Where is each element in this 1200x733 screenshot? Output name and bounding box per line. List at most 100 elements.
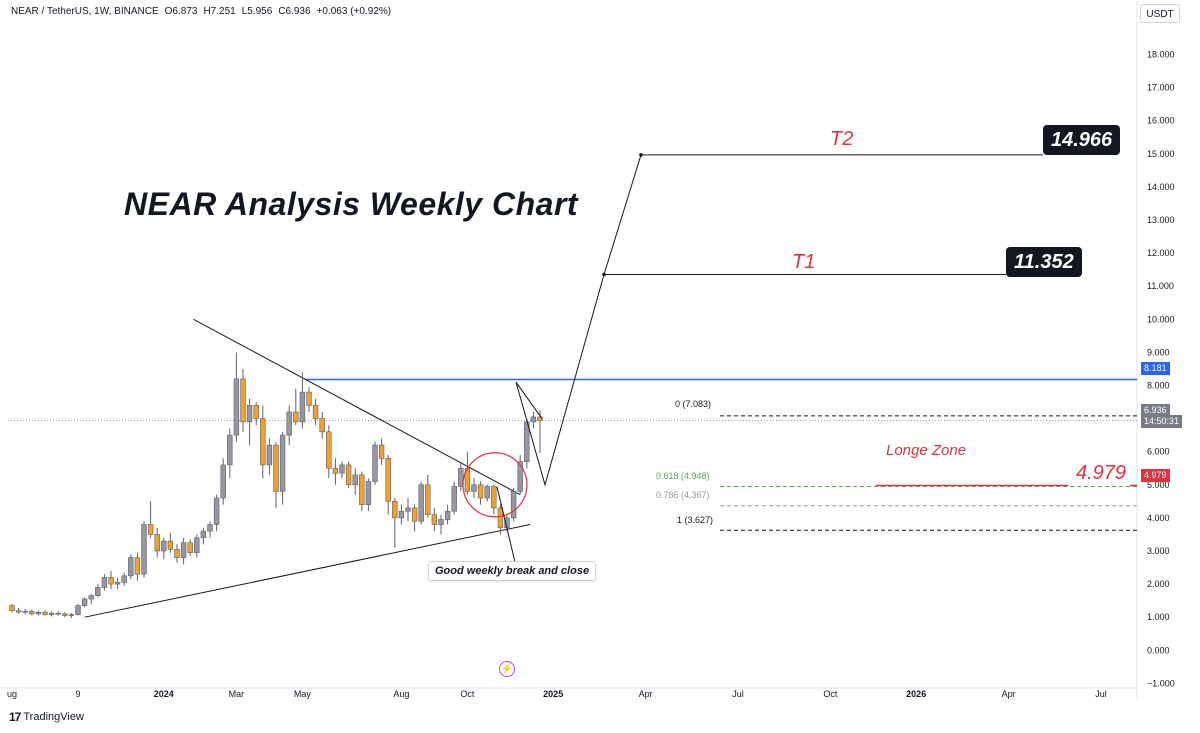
candle-body — [227, 434, 233, 466]
candle-body — [220, 464, 226, 499]
t1-label: T1 — [788, 251, 820, 273]
candle-body — [411, 507, 418, 522]
y-tick-label: −1.000 — [1147, 678, 1175, 688]
ohlc-change: +0.063 (+0.92%) — [316, 6, 392, 17]
y-tick-label: 12.000 — [1147, 248, 1175, 258]
symbol-header: NEAR / TetherUS, 1W, BINANCE O6.873 H7.251… — [11, 6, 397, 17]
candle-body — [273, 444, 279, 492]
t1-value-box: 11.352 — [1006, 247, 1082, 277]
lightning-icon[interactable]: ⚡ — [499, 661, 515, 677]
symbol-name[interactable]: NEAR / TetherUS, 1W, BINANCE — [11, 6, 159, 17]
x-tick-label: Apr — [639, 689, 653, 699]
breakout-highlight-circle — [462, 452, 528, 518]
currency-selector[interactable]: USDT — [1140, 4, 1180, 23]
t2-value-box: 14.966 — [1043, 125, 1121, 155]
y-tick-label: 2.000 — [1147, 579, 1170, 589]
longe-zone-value: 4.979 — [1074, 462, 1129, 485]
candle-body — [359, 474, 365, 505]
projection-path — [515, 154, 642, 487]
candle-body — [332, 467, 339, 474]
candle-body — [29, 610, 35, 615]
candle-body — [180, 542, 187, 558]
y-tick-label: 13.000 — [1147, 215, 1175, 225]
y-tick-label: 17.000 — [1147, 83, 1175, 93]
x-tick-label: 2024 — [154, 689, 174, 699]
x-tick-label: 2025 — [543, 689, 563, 699]
candle-body — [286, 411, 292, 436]
tradingview-logo-text: TradingView — [23, 711, 84, 723]
fib-label-0: 0 (7.083) — [675, 399, 712, 409]
x-tick-label: Aug — [393, 689, 409, 699]
candle-body — [101, 577, 108, 588]
candle-body — [345, 464, 352, 486]
candle-body — [444, 510, 451, 520]
candle-body — [174, 549, 180, 558]
candle-body — [405, 507, 411, 512]
candle-body — [147, 524, 154, 535]
note-pointer-line — [496, 486, 516, 563]
candle-body — [517, 461, 523, 492]
y-tick-label: 1.000 — [1147, 612, 1170, 622]
fib-label-1: 1 (3.627) — [677, 515, 714, 525]
candle-body — [55, 612, 61, 615]
candle-body — [114, 582, 121, 585]
candle-body — [167, 540, 174, 550]
candle-body — [372, 444, 378, 482]
y-tick-label: 0.000 — [1147, 645, 1170, 655]
candle-body — [9, 605, 15, 611]
candle-body — [378, 444, 385, 459]
y-tick-label: 10.000 — [1147, 314, 1175, 324]
candle-body — [266, 444, 273, 466]
ohlc-low: L5.956 — [241, 6, 273, 17]
candle-body — [385, 457, 391, 502]
candle-body — [425, 484, 431, 515]
candle-body — [141, 524, 147, 575]
y-tick-label: 5.000 — [1147, 480, 1170, 490]
candle-body — [260, 418, 266, 466]
candle-body — [253, 405, 259, 419]
ohlc-high: H7.251 — [203, 6, 236, 17]
candle-body — [22, 610, 28, 613]
candle-body — [95, 587, 101, 596]
candle-body — [352, 474, 358, 486]
candle-body — [451, 486, 457, 512]
y-tick-label: 18.000 — [1147, 49, 1175, 59]
ohlc-open: O6.873 — [164, 6, 198, 17]
candle-body — [398, 510, 405, 519]
candle-body — [477, 484, 484, 499]
x-tick-label: Oct — [823, 689, 838, 699]
candle-body — [194, 537, 200, 553]
candle-body — [15, 610, 22, 613]
candle-body — [326, 431, 332, 469]
y-tick-label: 6.000 — [1147, 447, 1170, 457]
countdown-tag: 14:50:31 — [1141, 415, 1183, 428]
x-tick-label: May — [294, 689, 312, 699]
candle-body — [81, 598, 88, 606]
candle-body — [240, 378, 246, 423]
candle-body — [365, 481, 372, 505]
candle-body — [42, 611, 48, 615]
ohlc-close: C6.936 — [278, 6, 311, 17]
longe-zone-label: Longe Zone — [886, 442, 967, 459]
candle-body — [207, 524, 213, 532]
breakout-note: Good weekly break and close — [428, 561, 597, 581]
candle-body — [88, 595, 94, 600]
candle-body — [121, 575, 127, 583]
y-tick-label: 15.000 — [1147, 149, 1175, 159]
candle-body — [213, 497, 220, 525]
x-tick-label: Apr — [1002, 689, 1016, 699]
candle-body — [418, 484, 424, 522]
candle-body — [128, 557, 134, 577]
candle-body — [62, 613, 68, 616]
t2-label: T2 — [826, 128, 858, 150]
candle-body — [510, 491, 517, 519]
candle-body — [187, 542, 193, 553]
x-tick-label: 2026 — [906, 689, 926, 699]
tradingview-logo[interactable]: 17 TradingView — [9, 710, 84, 724]
y-tick-label: 8.000 — [1147, 380, 1170, 390]
x-tick-label: Oct — [460, 689, 475, 699]
x-tick-label: Jul — [1095, 689, 1107, 699]
candle-body — [458, 467, 464, 487]
y-tick-label: 11.000 — [1147, 281, 1174, 291]
